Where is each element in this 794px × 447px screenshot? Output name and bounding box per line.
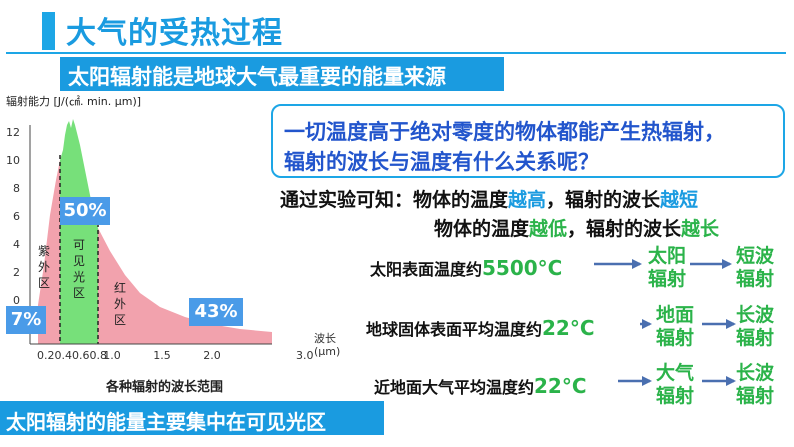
row3-wave-line1: 长波 — [736, 362, 775, 384]
row1-wave-line2: 辐射 — [736, 268, 775, 290]
row1-body-line1: 太阳 — [648, 245, 687, 267]
y-tick-4: 4 — [13, 238, 20, 251]
row3-wave-type: 长波 辐射 — [736, 362, 774, 408]
row3-label: 近地面大气平均温度约22°C — [374, 374, 587, 398]
ir-char-3: 区 — [114, 313, 126, 327]
ir-char-1: 红 — [114, 280, 126, 295]
x-ticks-left: 0.20.40.60.8 — [37, 349, 107, 362]
row3-body-line1: 大气 — [656, 362, 695, 384]
row1-label: 太阳表面温度约5500°C — [370, 256, 562, 280]
row2-wave-line2: 辐射 — [736, 327, 775, 349]
conclusion-2-prefix: 物体的温度 — [434, 218, 530, 240]
conclusion-2-mid: ，辐射的波长 — [567, 218, 682, 240]
subtitle-banner — [60, 57, 504, 91]
y-tick-6: 6 — [13, 210, 20, 223]
question-line-1: 一切温度高于绝对零度的物体都能产生热辐射， — [284, 120, 725, 144]
uv-char-1: 紫 — [38, 244, 50, 258]
row3-wave-line2: 辐射 — [736, 385, 775, 407]
title-divider — [6, 52, 786, 54]
x-unit-line1: 波长 — [314, 332, 336, 345]
y-ticks: 12 10 8 6 4 2 0 — [6, 126, 20, 307]
conclusion-1-shorter: 越短 — [660, 189, 699, 211]
visible-char-4: 区 — [73, 286, 85, 300]
page-title: 大气的受热过程 — [66, 16, 283, 51]
row3-body-line2: 辐射 — [656, 385, 695, 407]
uv-band-label: 紫 外 区 — [38, 244, 50, 290]
row2-label: 地球固体表面平均温度约22°C — [366, 316, 595, 340]
x-tick-3-label: 3.0 — [296, 349, 314, 362]
row3-body-radiation: 大气 辐射 — [656, 362, 694, 408]
row3-label-text: 近地面大气平均温度约 — [374, 378, 535, 397]
visible-char-1: 可 — [73, 238, 85, 252]
uv-char-2: 外 — [38, 260, 50, 274]
visible-region — [60, 119, 98, 344]
question-line-2: 辐射的波长与温度有什么关系呢？ — [284, 150, 599, 174]
pct-visible-badge: 50% — [60, 197, 110, 225]
x-unit-label: 波长 (μm) — [314, 332, 340, 358]
visible-band-label: 可 见 光 区 — [73, 238, 85, 300]
conclusion-2-longer: 越长 — [681, 218, 720, 240]
uv-region — [38, 160, 60, 344]
conclusion-line-1: 通过实验可知：物体的温度越高，辐射的波长越短 — [280, 185, 698, 212]
uv-char-3: 区 — [38, 276, 50, 290]
summary-banner — [0, 401, 384, 435]
row1-wave-type: 短波 辐射 — [736, 245, 774, 291]
row2-wave-type: 长波 辐射 — [736, 304, 774, 350]
y-tick-12: 12 — [6, 126, 20, 139]
y-tick-10: 10 — [6, 154, 20, 167]
row1-temperature: 5500°C — [482, 256, 563, 280]
row2-wave-line1: 长波 — [736, 304, 775, 326]
x-unit-line2: (μm) — [314, 345, 341, 358]
conclusion-1-prefix: 通过实验可知：物体的温度 — [280, 189, 509, 211]
infrared-region — [98, 228, 272, 344]
y-tick-2: 2 — [13, 266, 20, 279]
subtitle-text: 太阳辐射能是地球大气最重要的能量来源 — [68, 65, 446, 89]
pct-uv-badge: 7% — [6, 306, 46, 334]
x-axis-title: 各种辐射的波长范围 — [106, 380, 224, 395]
conclusion-2-lower: 越低 — [529, 218, 568, 240]
row3-temperature: 22°C — [534, 374, 587, 398]
summary-text: 太阳辐射的能量主要集中在可见光区 — [6, 410, 326, 434]
y-axis-label: 辐射能力 [J/(㎠. min. μm)] — [6, 95, 141, 108]
visible-char-2: 见 — [73, 254, 85, 268]
x-tick-1.0: 1.0 — [103, 349, 121, 362]
question-box — [271, 104, 785, 178]
row2-body-line1: 地面 — [656, 304, 695, 326]
row2-body-radiation: 地面 辐射 — [656, 304, 694, 350]
ir-band-label: 红 外 区 — [114, 280, 126, 327]
visible-char-3: 光 — [73, 270, 85, 284]
y-tick-8: 8 — [13, 182, 20, 195]
y-tick-0: 0 — [13, 294, 20, 307]
pct-ir-badge: 43% — [189, 298, 243, 326]
row1-body-radiation: 太阳 辐射 — [648, 245, 686, 291]
ir-char-2: 外 — [114, 297, 126, 311]
x-tick-2.0: 2.0 — [203, 349, 221, 362]
title-accent-bar — [42, 12, 55, 50]
row2-body-line2: 辐射 — [656, 327, 695, 349]
conclusion-1-higher: 越高 — [508, 189, 547, 211]
row2-temperature: 22°C — [542, 316, 595, 340]
row1-body-line2: 辐射 — [648, 268, 687, 290]
conclusion-line-2: 物体的温度越低，辐射的波长越长 — [434, 214, 719, 241]
row1-wave-line1: 短波 — [736, 245, 775, 267]
row2-label-text: 地球固体表面平均温度约 — [366, 320, 543, 339]
conclusion-1-mid: ，辐射的波长 — [546, 189, 661, 211]
row1-label-text: 太阳表面温度约 — [370, 260, 483, 279]
x-tick-1.5: 1.5 — [153, 349, 171, 362]
